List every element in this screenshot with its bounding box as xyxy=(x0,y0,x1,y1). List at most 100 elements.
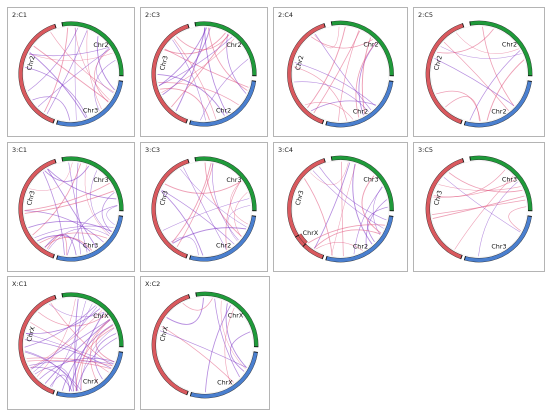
link xyxy=(84,165,110,236)
segment-end-tick xyxy=(187,158,190,164)
link xyxy=(293,66,348,121)
link xyxy=(341,161,344,257)
link xyxy=(319,166,387,221)
segment-label: ChrX xyxy=(158,325,170,343)
link xyxy=(24,190,114,214)
guide-ring xyxy=(430,160,528,258)
circos-panel: 2:C5 Chr2 Chr2 Chr2 xyxy=(413,7,545,137)
link xyxy=(26,357,113,367)
link xyxy=(47,168,117,200)
circos-plot: Chr2 Chr2 Chr2 xyxy=(425,20,533,128)
link xyxy=(29,52,87,119)
segment-end-tick xyxy=(388,215,394,217)
segment-label: Chr3 xyxy=(93,176,108,184)
link xyxy=(448,172,523,193)
link xyxy=(158,27,208,87)
link xyxy=(230,180,249,225)
segment-label: Chr3 xyxy=(432,189,444,206)
link xyxy=(29,52,113,62)
segment-label: Chr2 xyxy=(93,41,108,49)
segment-arc xyxy=(56,215,123,262)
segment-end-tick xyxy=(195,292,197,297)
segment-outline xyxy=(287,158,326,260)
link xyxy=(171,236,199,256)
segment-arc xyxy=(331,21,394,76)
link xyxy=(204,162,242,237)
link-group xyxy=(24,298,118,392)
panel-title: 2:C3 xyxy=(145,11,160,19)
segment-end-tick xyxy=(54,158,57,164)
segment-arc xyxy=(61,21,124,76)
link xyxy=(307,224,385,244)
segment-end-tick xyxy=(463,120,466,126)
segment-end-tick xyxy=(61,22,64,27)
link xyxy=(365,199,388,249)
segment-end-tick xyxy=(469,21,471,26)
link xyxy=(433,169,506,198)
segment-label: Chr3 xyxy=(25,190,37,207)
link xyxy=(29,360,114,366)
segment-label: Chr2 xyxy=(216,242,231,250)
segment-end-tick xyxy=(187,23,190,29)
link xyxy=(160,88,210,121)
segment-label: Chr3 xyxy=(83,242,98,250)
segment-end-tick xyxy=(527,215,532,217)
guide-ring xyxy=(292,160,389,258)
segment-end-tick xyxy=(330,21,333,26)
segment-arc xyxy=(469,21,532,76)
segment-end-tick xyxy=(251,80,257,82)
guide-ring xyxy=(23,297,119,393)
link xyxy=(225,180,242,250)
circos-plot: ChrX ChrX ChrX xyxy=(151,291,259,399)
link xyxy=(28,220,112,232)
segment-label: Chr2 xyxy=(25,55,37,72)
link xyxy=(226,33,247,94)
link xyxy=(39,232,108,244)
segment-arc xyxy=(426,23,464,124)
circos-panel: 3:C5 Chr3 Chr3 Chr3 xyxy=(413,142,545,272)
link xyxy=(94,59,116,111)
circos-plot: Chr2 Chr2 Chr3 xyxy=(18,21,124,127)
link xyxy=(225,303,247,368)
circos-plot: Chr3 Chr3 Chr3 xyxy=(18,156,124,262)
segment-label: Chr3 xyxy=(502,176,517,184)
link xyxy=(160,190,204,256)
circos-plot: Chr3 Chr3 ChrX Chr2 xyxy=(287,155,394,263)
link xyxy=(96,36,115,91)
link xyxy=(432,195,525,219)
segment-label: Chr2 xyxy=(294,54,306,71)
link xyxy=(307,26,346,109)
link xyxy=(51,303,93,388)
segment-end-tick xyxy=(295,234,300,238)
link xyxy=(96,47,114,94)
link xyxy=(172,39,206,121)
circos-plot: Chr3 Chr3 Chr2 xyxy=(151,156,257,262)
panel-title: X:C2 xyxy=(145,280,161,288)
link xyxy=(36,298,76,377)
segment-outline xyxy=(18,23,57,124)
link-group xyxy=(24,27,116,121)
link xyxy=(293,81,369,113)
segment-arc xyxy=(61,156,124,211)
link xyxy=(50,32,114,93)
guide-ring xyxy=(156,26,252,122)
segment-end-tick xyxy=(56,120,59,125)
link xyxy=(482,26,515,107)
segment-end-tick xyxy=(462,23,465,28)
link xyxy=(443,41,509,111)
link xyxy=(331,164,356,256)
link xyxy=(33,306,98,373)
circos-panel: 2:C1 Chr2 Chr2 Chr3 xyxy=(7,7,135,137)
link xyxy=(48,228,110,250)
segment-arc xyxy=(151,159,189,258)
segment-arc xyxy=(331,156,394,211)
link xyxy=(205,305,231,393)
link xyxy=(74,27,77,121)
link xyxy=(478,181,518,257)
segment-end-tick xyxy=(186,390,189,396)
segment-end-tick xyxy=(460,119,463,125)
link xyxy=(172,227,247,244)
segment-end-tick xyxy=(61,293,64,298)
link xyxy=(30,322,109,373)
panel-title: 2:C5 xyxy=(418,11,433,19)
